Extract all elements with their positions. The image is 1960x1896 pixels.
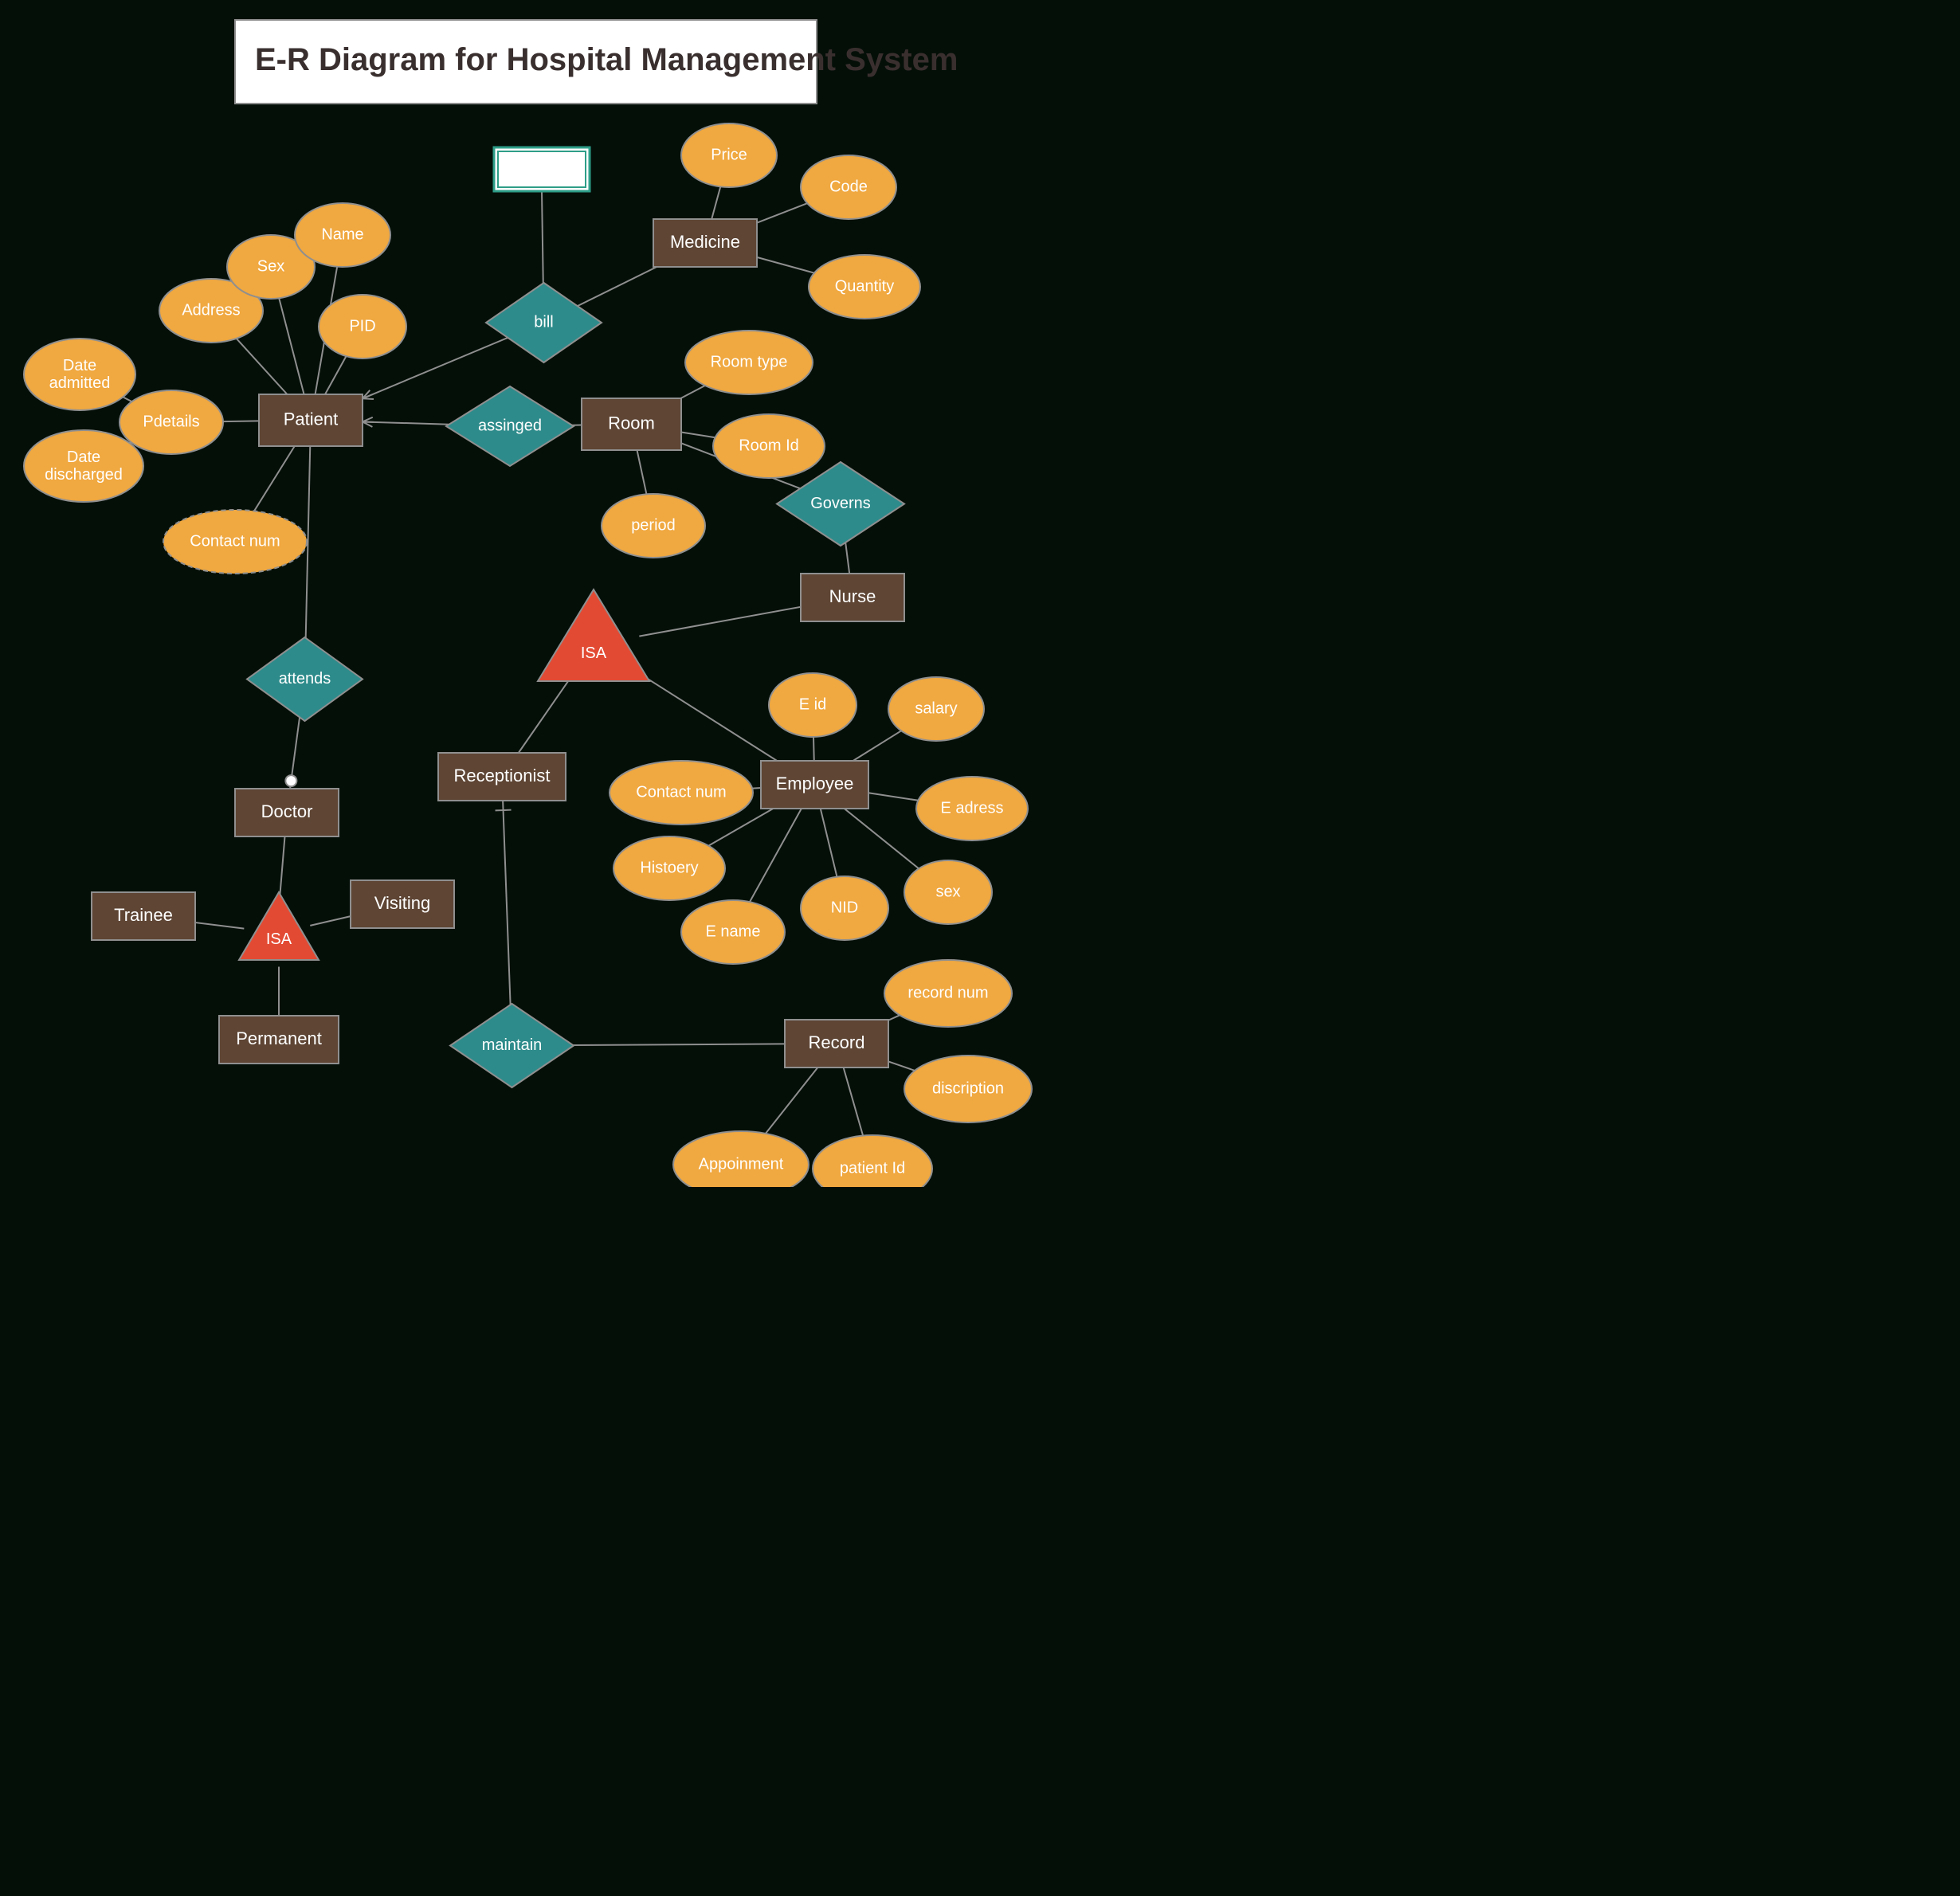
diagram-title: E-R Diagram for Hospital Management Syst…: [255, 42, 958, 77]
attr-quantity-label: Quantity: [835, 277, 894, 295]
rel-governs-label: Governs: [810, 495, 871, 512]
attr-roomtype-label: Room type: [711, 353, 788, 370]
entity-visiting-label: Visiting: [374, 893, 431, 913]
attr-recnum-label: record num: [907, 984, 988, 1001]
attr-contactnum-label: Contact num: [190, 532, 280, 550]
edge-employee-eid: [813, 737, 814, 761]
isa-isa_emp-label: ISA: [581, 644, 607, 662]
attr-eid-label: E id: [799, 695, 826, 713]
attr-nid-label: NID: [831, 899, 858, 916]
entity-receptionist-label: Receptionist: [453, 766, 550, 785]
attr-histoery-label: Histoery: [640, 859, 698, 876]
attr-ename-label: E name: [706, 923, 761, 940]
entity-nurse-label: Nurse: [829, 586, 876, 606]
attr-period-label: period: [631, 516, 676, 534]
isa-isa_doc-label: ISA: [266, 930, 292, 948]
attr-address-label: Address: [182, 301, 240, 319]
rel-attends-label: attends: [279, 670, 331, 687]
attr-descr-label: discription: [932, 1079, 1004, 1097]
entity-record-label: Record: [809, 1032, 865, 1052]
attr-sex-label: Sex: [257, 257, 284, 275]
attr-roomid-label: Room Id: [739, 437, 799, 454]
entity-permanent-label: Permanent: [236, 1028, 322, 1048]
attr-pdetails-label: Pdetails: [143, 413, 199, 430]
rel-assigned-label: assinged: [478, 417, 542, 434]
edge-employee-contactn2: [752, 788, 761, 789]
entity-doctor-label: Doctor: [261, 801, 313, 821]
attr-contactn2-label: Contact num: [636, 783, 726, 801]
er-diagram-canvas: E-R Diagram for Hospital Management Syst…: [0, 0, 1960, 1187]
attr-eaddress-label: E adress: [941, 799, 1004, 817]
attr-price-label: Price: [711, 146, 747, 163]
entity-trainee-label: Trainee: [114, 905, 173, 925]
entity-medicine-label: Medicine: [670, 232, 740, 252]
attr-salary-label: salary: [915, 699, 957, 717]
rel-maintain-label: maintain: [482, 1036, 543, 1054]
attr-name-label: Name: [321, 225, 363, 243]
attr-patid-label: patient Id: [840, 1159, 905, 1177]
attr-appoin-label: Appoinment: [699, 1155, 784, 1173]
entity-employee-label: Employee: [776, 774, 854, 793]
entity-room-label: Room: [608, 413, 655, 433]
attr-pid-label: PID: [349, 317, 375, 335]
attr-code-label: Code: [829, 178, 868, 195]
entity-patient-label: Patient: [284, 409, 339, 429]
rel-bill-label: bill: [534, 313, 553, 331]
attr-sex2-label: sex: [935, 883, 960, 900]
